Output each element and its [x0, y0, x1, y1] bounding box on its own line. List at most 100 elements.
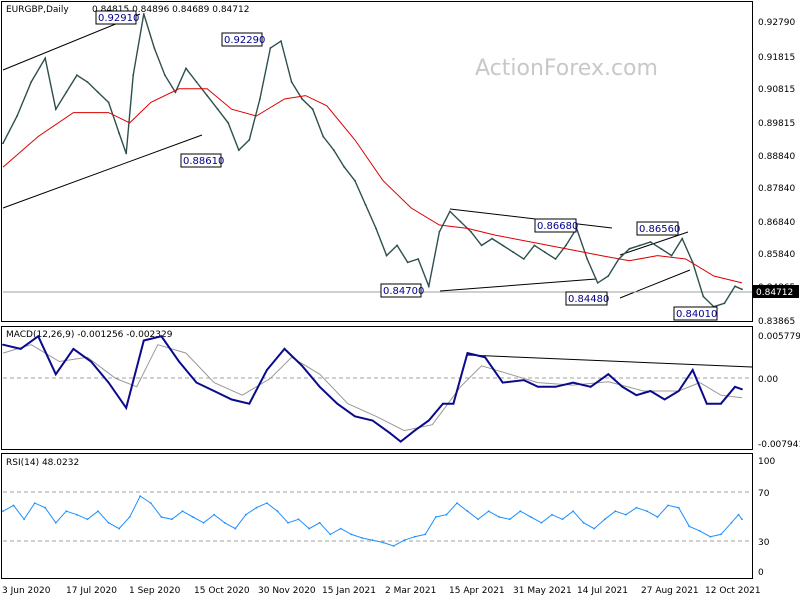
macd-point — [354, 415, 356, 418]
macd-point — [452, 402, 455, 405]
price-point — [332, 149, 335, 152]
rsi-point — [677, 506, 680, 509]
x-tick: 15 Apr 2021 — [449, 586, 505, 596]
macd-point — [720, 402, 722, 405]
rsi-point — [498, 516, 501, 518]
price-point — [125, 152, 128, 155]
price-y-tick: 0.85840 — [758, 250, 795, 260]
rsi-point — [223, 521, 226, 524]
price-point — [512, 251, 515, 254]
watermark: ActionForex.com — [475, 56, 658, 81]
price-point — [480, 244, 483, 247]
price-point — [174, 91, 177, 94]
macd-point — [283, 348, 286, 350]
rsi-line — [2, 495, 743, 547]
macd-point — [195, 381, 198, 384]
price-point — [76, 74, 78, 77]
x-tick: 12 Oct 2021 — [705, 586, 761, 596]
macd-point — [230, 398, 233, 401]
macd-y-tick: 0.00 — [758, 375, 778, 385]
macd-point — [522, 379, 525, 381]
rsi-point — [350, 533, 353, 536]
annotation-0-92290: 0.92290 — [221, 32, 265, 47]
macd-point — [466, 352, 469, 354]
price-y-tick: 0.88840 — [758, 152, 795, 162]
price-panel-frame — [1, 1, 753, 322]
svg-text:0.92290: 0.92290 — [224, 35, 265, 46]
rsi-y-axis: 100 70 30 0 — [758, 457, 775, 578]
x-tick: 30 Nov 2020 — [258, 586, 316, 596]
rsi-points — [2, 495, 743, 547]
macd-point — [213, 390, 216, 392]
macd-point — [72, 348, 75, 350]
macd-point — [677, 390, 680, 392]
rsi-point — [572, 510, 574, 513]
rsi-point — [382, 541, 384, 544]
rsi-point — [582, 521, 585, 524]
macd-signal-line — [2, 344, 743, 432]
macd-point — [621, 385, 624, 388]
annotation-0-84480: 0.84480 — [565, 291, 609, 306]
rsi-point — [266, 502, 268, 504]
price-point — [216, 108, 219, 111]
rsi-point — [213, 513, 216, 516]
macd-point — [607, 373, 610, 376]
price-point — [118, 132, 120, 135]
rsi-point — [646, 510, 648, 513]
x-axis: 3 Jun 2020 17 Jul 2020 1 Sep 2020 15 Oct… — [2, 586, 761, 596]
macd-point — [266, 369, 268, 371]
macd-point — [691, 369, 694, 371]
price-point — [142, 13, 145, 15]
price-y-tick: 0.89815 — [758, 119, 795, 129]
macd-point — [318, 385, 321, 388]
price-point — [97, 91, 99, 94]
rsi-y-tick: 0 — [758, 568, 764, 578]
rsi-point — [403, 539, 406, 542]
rsi-point — [339, 527, 342, 530]
rsi-point — [667, 504, 669, 507]
price-point — [237, 149, 240, 152]
flag-lower-line — [619, 269, 691, 299]
price-point — [607, 275, 610, 277]
rsi-point — [614, 510, 617, 513]
svg-text:0.86560: 0.86560 — [639, 224, 680, 235]
annotation-0-84010: 0.84010 — [673, 306, 718, 321]
rsi-point — [656, 516, 659, 518]
macd-point — [427, 419, 430, 422]
price-point — [164, 74, 166, 77]
macd-point — [734, 385, 736, 388]
price-point — [660, 247, 662, 250]
price-point — [734, 285, 736, 288]
rsi-y-tick: 100 — [758, 457, 775, 467]
macd-point — [635, 394, 638, 397]
svg-text:0.84712: 0.84712 — [756, 288, 793, 298]
price-point — [375, 227, 377, 230]
rsi-point — [234, 527, 237, 530]
price-point — [259, 98, 261, 100]
rsi-point — [192, 516, 194, 518]
macd-y-tick: 0.005779 — [758, 332, 800, 342]
price-point — [322, 135, 325, 138]
price-point — [16, 115, 18, 117]
rsi-point — [255, 506, 258, 509]
macd-point — [649, 390, 652, 392]
rsi-point — [171, 518, 173, 521]
macd-point — [741, 388, 743, 391]
price-point — [544, 251, 546, 254]
rsi-point — [424, 533, 427, 536]
rsi-point — [593, 527, 596, 530]
price-point — [311, 108, 314, 111]
rsi-point — [181, 510, 184, 513]
macd-point — [336, 402, 339, 405]
price-panel-title: EURGBP,Daily — [6, 5, 69, 15]
x-tick: 27 Aug 2021 — [641, 586, 699, 596]
price-point — [522, 258, 525, 260]
rsi-point — [487, 510, 490, 513]
macd-point — [537, 385, 539, 388]
price-y-tick: 0.90815 — [758, 85, 795, 95]
price-y-tick: 0.91815 — [758, 53, 795, 63]
macd-point — [484, 356, 486, 359]
macd-point — [589, 385, 592, 388]
price-point — [280, 40, 282, 42]
rsi-point — [720, 533, 722, 536]
